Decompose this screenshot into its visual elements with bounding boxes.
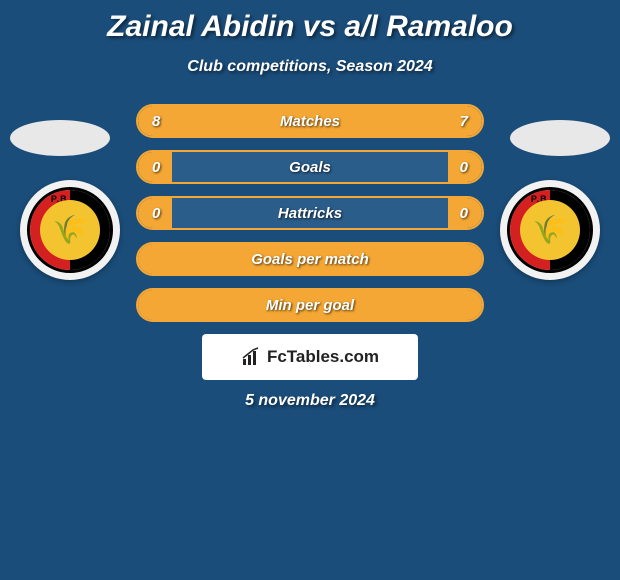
- brand-box: FcTables.com: [202, 334, 418, 380]
- stat-bar: 87Matches: [136, 104, 484, 138]
- stat-row: Min per goal: [136, 288, 484, 322]
- stat-bar: 00Goals: [136, 150, 484, 184]
- wheat-icon: 🌾: [533, 216, 568, 244]
- stat-bar: Min per goal: [136, 288, 484, 322]
- club-badge-right-inner: P.B.N.S 🌾: [507, 187, 593, 273]
- club-badge-left: P.B.N.S 🌾: [20, 180, 120, 280]
- stat-label: Goals per match: [138, 251, 482, 268]
- stat-bar: Goals per match: [136, 242, 484, 276]
- stats-area: 87Matches 00Goals 00Hattricks Goals per mat…: [136, 104, 484, 322]
- stat-row: 87Matches: [136, 104, 484, 138]
- stat-bar: 00Hattricks: [136, 196, 484, 230]
- stat-label: Hattricks: [138, 205, 482, 222]
- date-label: 5 november 2024: [0, 392, 620, 410]
- brand-text: FcTables.com: [267, 347, 379, 367]
- stat-label: Goals: [138, 159, 482, 176]
- wheat-icon: 🌾: [53, 216, 88, 244]
- stat-row: 00Hattricks: [136, 196, 484, 230]
- stat-row: Goals per match: [136, 242, 484, 276]
- player-right-silhouette: [510, 120, 610, 156]
- player-left-silhouette: [10, 120, 110, 156]
- stat-row: 00Goals: [136, 150, 484, 184]
- badge-center: 🌾: [520, 200, 580, 260]
- badge-center: 🌾: [40, 200, 100, 260]
- chart-icon: [241, 347, 263, 367]
- club-badge-right: P.B.N.S 🌾: [500, 180, 600, 280]
- club-badge-left-inner: P.B.N.S 🌾: [27, 187, 113, 273]
- page-title: Zainal Abidin vs a/l Ramaloo: [0, 0, 620, 44]
- stat-label: Min per goal: [138, 297, 482, 314]
- stat-label: Matches: [138, 113, 482, 130]
- subtitle: Club competitions, Season 2024: [0, 58, 620, 76]
